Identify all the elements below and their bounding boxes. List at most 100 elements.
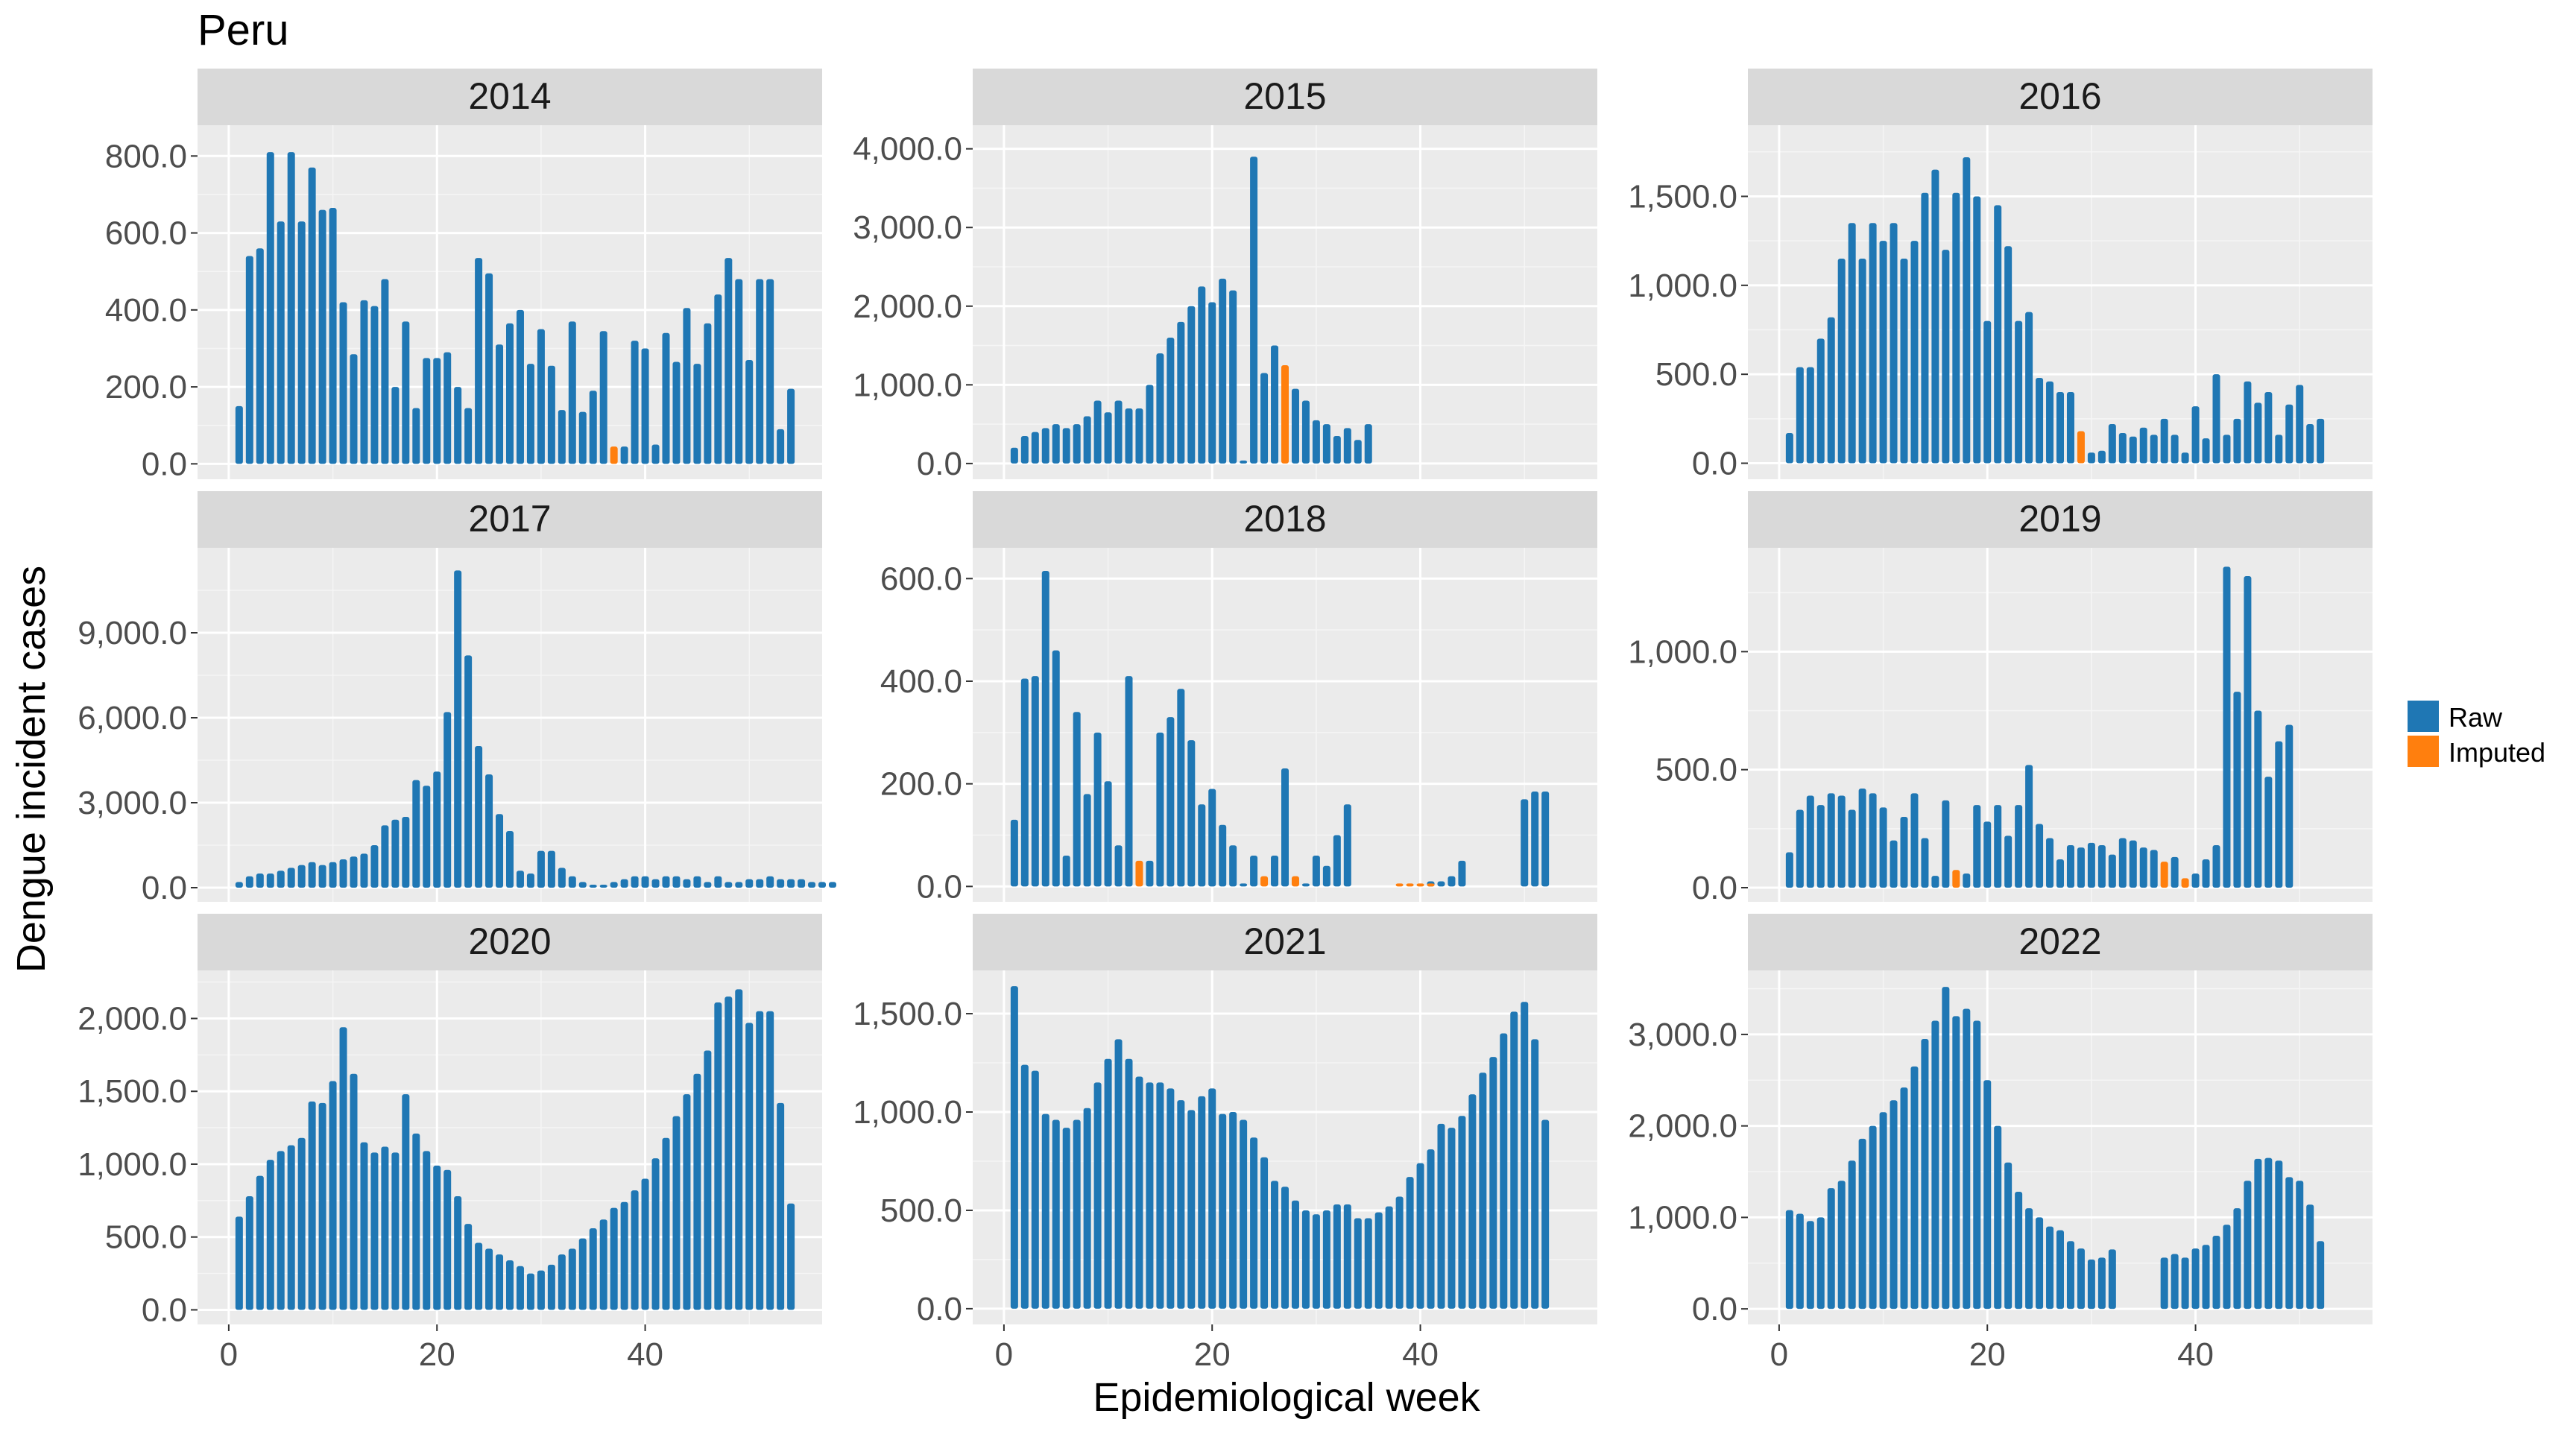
bar-imputed	[2077, 431, 2085, 464]
bar-raw	[287, 1145, 295, 1310]
bar-raw	[1250, 856, 1258, 887]
facet-strip	[973, 914, 1597, 970]
bar-raw	[1806, 1221, 1814, 1310]
bar-raw	[1910, 241, 1919, 464]
legend-key-imputed	[2408, 736, 2439, 767]
bar-raw	[391, 387, 400, 464]
bar-raw	[631, 876, 639, 888]
bar-raw	[1156, 732, 1164, 887]
bar-raw	[1816, 338, 1825, 464]
bar-raw	[1125, 408, 1133, 464]
bar-raw	[1510, 1011, 1518, 1309]
bar-raw	[1041, 570, 1049, 887]
bar-raw	[1806, 795, 1814, 888]
y-tick-label: 1,000.0	[853, 367, 962, 403]
bar-imputed	[1416, 883, 1424, 887]
bar-raw	[2223, 435, 2231, 464]
bar-raw	[1427, 1149, 1435, 1309]
bar-raw	[1531, 1039, 1539, 1309]
bar-raw	[578, 882, 587, 888]
bar-raw	[1219, 824, 1227, 887]
bar-raw	[2025, 312, 2033, 464]
bar-raw	[1796, 367, 1804, 464]
bar-raw	[1458, 860, 1466, 887]
bar-raw	[1052, 1119, 1060, 1309]
bar-raw	[277, 1151, 285, 1310]
bar-raw	[350, 1073, 358, 1310]
bar-raw	[735, 279, 743, 464]
bar-raw	[1177, 1100, 1185, 1309]
bar-raw	[506, 323, 514, 464]
bar-raw	[1187, 740, 1196, 887]
bar-raw	[1083, 794, 1091, 887]
bar-raw	[2202, 859, 2210, 888]
bar-raw	[1541, 1119, 1550, 1309]
bar-raw	[2212, 1235, 2220, 1310]
bar-raw	[1942, 800, 1950, 888]
bar-raw	[1229, 290, 1237, 464]
bar-raw	[475, 258, 483, 464]
bar-raw	[1395, 1196, 1404, 1309]
bar-raw	[1837, 795, 1846, 888]
bar-raw	[547, 365, 555, 464]
bar-raw	[2056, 392, 2064, 464]
bar-raw	[1343, 804, 1351, 887]
bar-raw	[2264, 1157, 2273, 1310]
legend-label-raw: Raw	[2449, 702, 2503, 733]
y-tick-label: 600.0	[105, 215, 187, 252]
bar-raw	[693, 364, 701, 464]
bar-raw	[454, 387, 462, 464]
bar-imputed	[1952, 870, 1960, 888]
bar-raw	[235, 882, 243, 888]
bar-raw	[391, 1152, 400, 1310]
facet-strip-label: 2017	[468, 498, 551, 540]
bar-raw	[1489, 1057, 1497, 1309]
bar-raw	[1994, 805, 2002, 888]
bar-raw	[2317, 1241, 2325, 1310]
bar-raw	[318, 1102, 326, 1310]
bar-raw	[568, 876, 576, 888]
bar-raw	[1114, 400, 1123, 464]
bar-raw	[1406, 1177, 1414, 1309]
bar-raw	[651, 1158, 660, 1310]
bar-raw	[1219, 278, 1227, 464]
bar-raw	[1521, 799, 1529, 887]
facet-strip	[198, 491, 822, 548]
bar-raw	[1343, 428, 1351, 464]
bar-raw	[2025, 765, 2033, 888]
bar-raw	[1827, 317, 1835, 464]
facet-strip-label: 2014	[468, 75, 551, 117]
bar-raw	[1250, 157, 1258, 464]
bar-raw	[662, 332, 670, 464]
facet-panel-2019: 2019 0.0 500.0 1,000.0	[1628, 491, 2373, 906]
bar-raw	[2087, 842, 2095, 888]
bar-raw	[2015, 320, 2023, 464]
bar-raw	[1785, 432, 1793, 464]
bar-raw	[745, 1023, 754, 1310]
y-tick-label: 9,000.0	[78, 615, 187, 651]
bar-raw	[2306, 1204, 2314, 1310]
y-tick-label: 3,000.0	[78, 785, 187, 821]
legend-key-raw	[2408, 701, 2439, 732]
bar-raw	[2015, 1192, 2023, 1310]
bar-raw	[506, 1260, 514, 1310]
y-tick-label: 0.0	[142, 1292, 187, 1328]
bar-raw	[423, 358, 431, 464]
bar-raw	[651, 879, 660, 888]
bar-raw	[1198, 1096, 1206, 1309]
y-tick-label: 500.0	[105, 1219, 187, 1256]
bar-raw	[599, 885, 607, 888]
bar-raw	[1198, 286, 1206, 464]
bar-raw	[1458, 1116, 1466, 1309]
bar-imputed	[610, 446, 618, 464]
bar-raw	[2036, 377, 2044, 464]
bar-raw	[2118, 838, 2127, 888]
bar-raw	[1187, 306, 1196, 464]
y-tick-label: 1,000.0	[1628, 634, 1737, 670]
bar-raw	[2285, 1177, 2294, 1310]
bar-raw	[1333, 835, 1341, 887]
bar-raw	[610, 1207, 618, 1310]
bar-raw	[308, 862, 316, 888]
y-tick-label: 0.0	[142, 870, 187, 906]
facet-strip	[973, 69, 1597, 125]
